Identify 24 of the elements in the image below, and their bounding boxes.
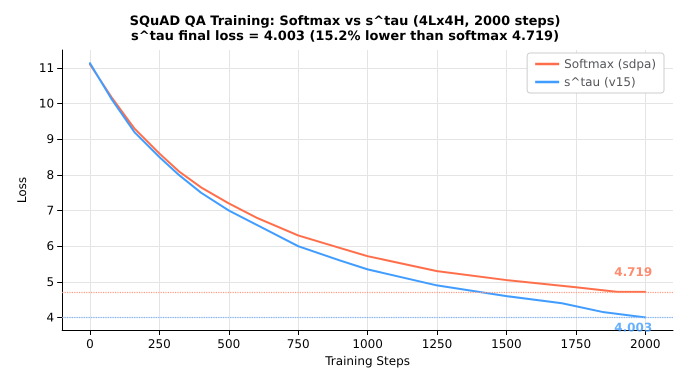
y-tick-label: 5 [46,274,54,289]
x-tick-label: 750 [286,337,310,351]
x-tick-label: 500 [217,337,240,351]
y-axis-title: Loss [15,176,29,204]
y-tick-label: 8 [46,168,54,182]
x-tick-label: 250 [148,337,171,351]
chart-subtitle: s^tau final loss = 4.003 (15.2% lower than softmax 4.719) [130,29,560,44]
x-tick-label: 0 [86,337,94,351]
y-tick-label: 11 [38,60,54,75]
y-tick-label: 7 [46,204,54,218]
legend-label: Softmax (sdpa) [564,57,656,71]
y-tick-label: 9 [46,132,54,146]
x-tick-label: 1500 [491,337,522,351]
annotation: 4.719 [614,264,652,279]
x-tick-label: 1000 [352,337,383,351]
x-axis-title: Training Steps [324,354,410,368]
chart-title: SQuAD QA Training: Softmax vs s^tau (4Lx4H, 2000 steps) [130,14,560,29]
y-tick-label: 4 [46,310,54,325]
y-tick-label: 10 [38,96,54,111]
x-tick-label: 1750 [560,337,592,351]
y-tick-label: 6 [46,239,54,254]
x-tick-label: 2000 [630,337,661,351]
legend-label: s^tau (v15) [564,75,636,89]
x-tick-label: 1250 [422,337,452,351]
